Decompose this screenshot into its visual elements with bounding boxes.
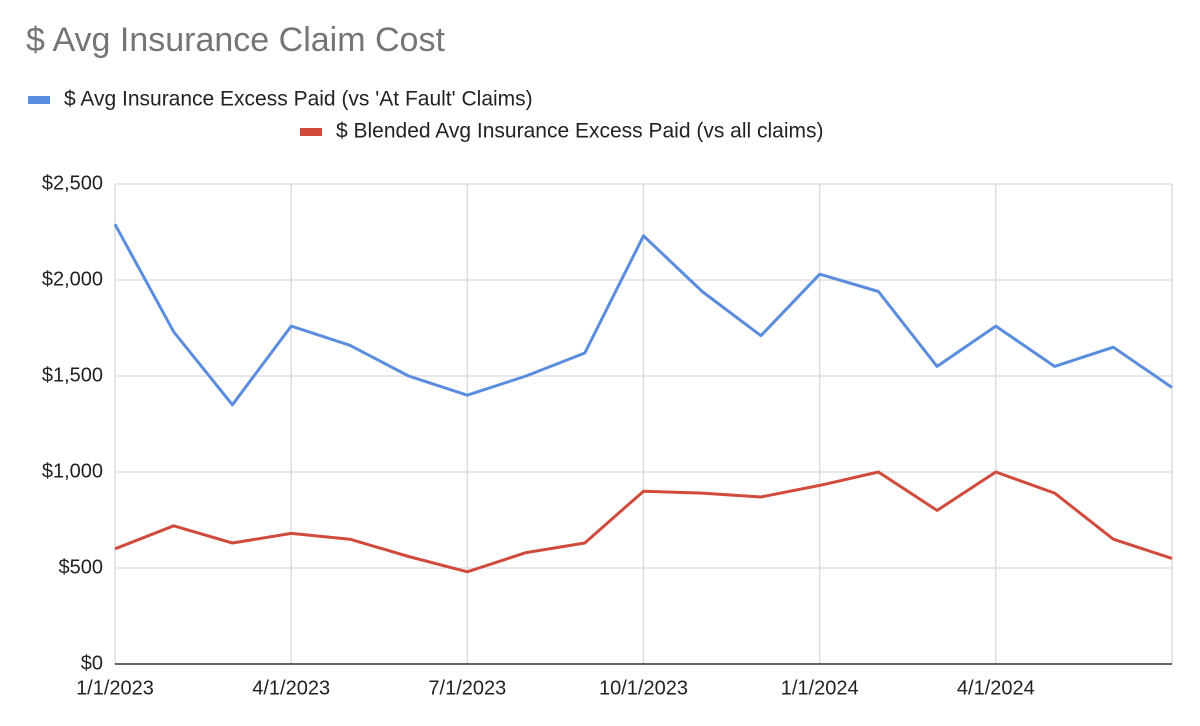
chart-title: $ Avg Insurance Claim Cost	[26, 21, 445, 59]
legend-label: $ Avg Insurance Excess Paid (vs 'At Faul…	[64, 88, 533, 111]
y-tick-label: $2,500	[42, 172, 103, 194]
legend-label: $ Blended Avg Insurance Excess Paid (vs …	[336, 120, 824, 143]
x-tick-label: 4/1/2024	[957, 677, 1035, 699]
y-tick-label: $1,000	[42, 460, 103, 482]
series-line	[113, 223, 1173, 407]
x-tick-label: 1/1/2023	[76, 677, 154, 699]
y-tick-label: $2,000	[42, 268, 103, 290]
series-line	[114, 470, 1173, 574]
x-tick-label: 10/1/2023	[599, 677, 688, 699]
y-tick-label: $500	[59, 556, 104, 578]
y-tick-label: $0	[81, 652, 103, 674]
x-tick-label: 1/1/2024	[781, 677, 859, 699]
legend-swatch	[28, 96, 50, 104]
legend-swatch	[300, 128, 322, 136]
x-tick-label: 7/1/2023	[428, 677, 506, 699]
x-tick-label: 4/1/2023	[252, 677, 330, 699]
y-tick-label: $1,500	[42, 364, 103, 386]
